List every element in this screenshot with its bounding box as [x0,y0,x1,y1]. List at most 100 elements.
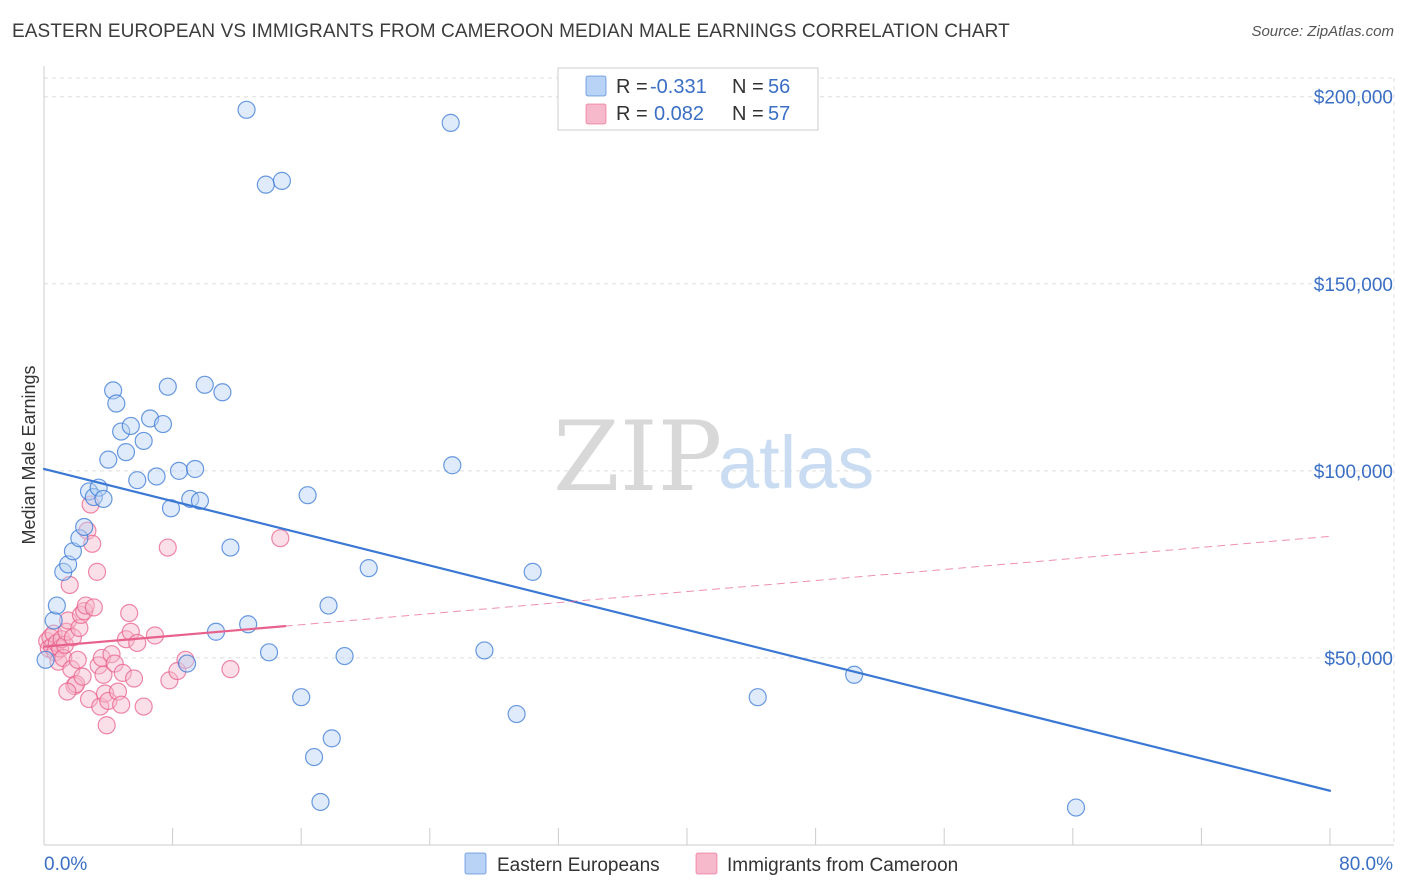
data-point [145,626,165,645]
y-axis-label: Median Male Earnings [19,365,39,544]
data-point [292,688,311,707]
y-tick-label: $50,000 [1324,649,1393,670]
data-point [190,491,210,510]
series-eastern-europeans [36,100,1086,817]
data-point [134,431,153,451]
legend-swatch-immigrants-from-cameroon [695,852,718,875]
legend-label-eastern-europeans: Eastern Europeans [497,855,660,876]
trendline-eastern-europeans [42,467,1332,792]
x-tick-label-start: 0.0% [44,854,87,875]
data-point [63,628,83,647]
data-point [84,598,103,617]
watermark-atlas: atlas [718,421,874,504]
data-point [359,559,378,578]
data-point [60,575,79,595]
legend-swatch-eastern-europeans [464,852,487,875]
data-point [107,394,126,413]
legend-r-label-2: R = [616,103,648,125]
trendline-immigrants-from-cameroon [284,535,1331,627]
data-point [169,461,189,480]
legend-n-value-1: 56 [768,76,790,98]
data-point [134,697,153,716]
series-legend: Eastern Europeans Immigrants from Camero… [464,852,958,876]
legend-r-value-2: 0.082 [654,103,704,125]
data-point [322,729,341,748]
data-point [87,562,107,581]
legend-n-value-2: 57 [768,103,790,125]
legend-r-value-1: -0.331 [650,76,707,98]
data-point [113,663,132,682]
data-point [120,603,139,623]
data-point [475,641,494,660]
data-point [75,517,94,537]
data-point [304,747,324,767]
data-point [94,489,113,509]
legend-swatch-blue [585,75,607,97]
data-point [443,456,462,475]
data-point [845,665,864,684]
source-label: Source: ZipAtlas.com [1251,23,1394,40]
data-point [186,459,205,479]
data-point [63,542,83,561]
data-point [36,650,55,669]
data-point [177,654,197,673]
series-immigrants-from-cameroon [38,495,290,735]
legend-r-label-1: R = [616,76,648,98]
legend-n-label-2: N = [732,103,764,125]
data-point [523,562,542,581]
trendlines [42,467,1332,792]
y-tick-label: $100,000 [1314,462,1393,483]
x-tick-label-end: 80.0% [1339,854,1393,875]
data-point [70,529,89,548]
data-point [158,377,177,396]
data-point [237,100,256,119]
watermark-zip: ZIP [553,401,722,513]
data-point [507,704,526,724]
data-point [441,113,460,132]
data-point [311,792,330,812]
data-point [153,414,173,434]
data-point [97,716,116,735]
data-point [147,467,166,486]
data-point [335,646,354,666]
data-point [73,667,92,686]
data-point [94,665,113,684]
data-point [256,175,275,194]
data-point [158,538,177,557]
data-point [79,482,99,501]
data-point [259,643,279,662]
data-point [116,443,136,462]
data-point [70,618,89,638]
y-tick-label: $150,000 [1314,275,1393,296]
data-point [112,695,131,714]
data-point [298,486,317,505]
legend-swatch-pink [585,103,607,125]
data-point [221,538,240,557]
axes [43,66,1394,846]
data-point [213,383,232,402]
data-point [58,682,77,701]
y-tick-label: $200,000 [1314,88,1393,109]
data-point [272,171,292,190]
chart-title: EASTERN EUROPEAN VS IMMIGRANTS FROM CAME… [12,21,1010,42]
trendline-immigrants-from-cameroon [42,625,287,648]
data-point [221,660,240,679]
data-point [99,450,118,469]
y-tick-labels: $50,000 $100,000 $150,000 $200,000 [1314,88,1393,670]
data-point [44,611,63,630]
x-tick-labels: 0.0% 80.0% [44,854,1393,875]
data-point [319,596,338,615]
data-point [68,650,87,669]
data-point [195,375,214,394]
watermark: ZIP atlas [553,401,874,513]
stats-legend: R = -0.331 N = 56 R = 0.082 N = 57 [557,67,819,131]
data-point [112,422,131,441]
data-point [121,416,140,436]
legend-n-label-1: N = [732,76,764,98]
data-point [128,633,147,653]
data-point [1066,798,1086,817]
data-point [128,471,147,490]
data-point [271,529,290,548]
data-point [748,688,767,707]
